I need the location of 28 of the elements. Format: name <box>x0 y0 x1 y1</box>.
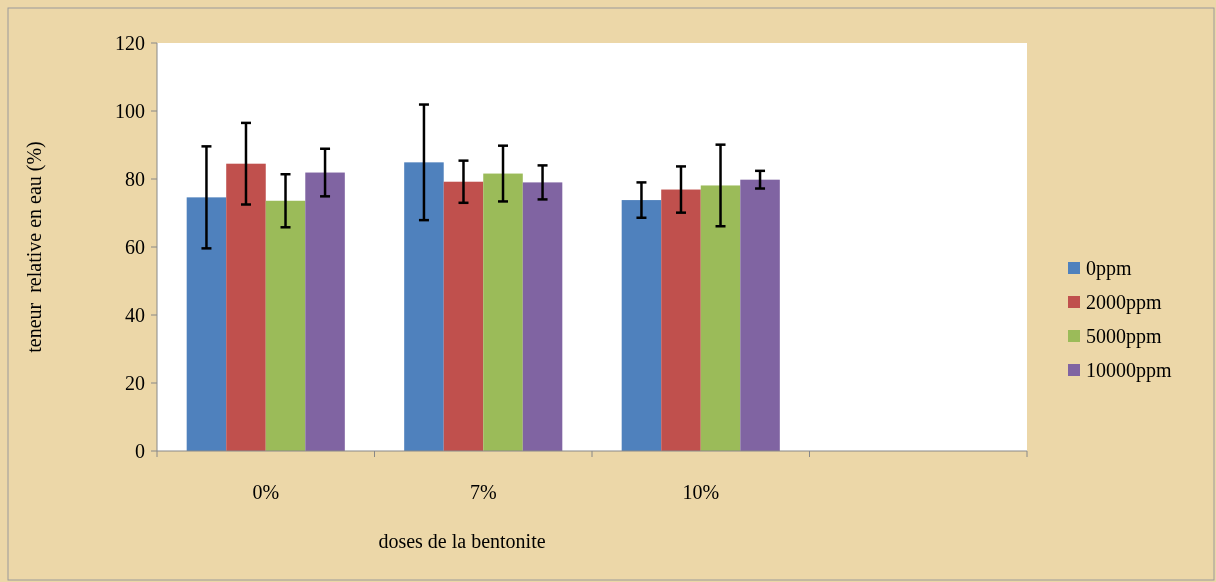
y-axis-title: teneur relative en eau (%) <box>23 141 46 353</box>
x-tick-label: 10% <box>682 481 720 503</box>
y-tick-label: 100 <box>115 100 145 122</box>
y-tick-label: 120 <box>115 32 145 54</box>
legend-label: 2000ppm <box>1086 291 1162 314</box>
bar <box>265 200 306 451</box>
x-tick-label: 0% <box>252 481 280 503</box>
x-axis-title: doses de la bentonite <box>378 530 546 552</box>
y-tick-label: 20 <box>125 372 145 394</box>
legend-label: 0ppm <box>1086 257 1132 280</box>
y-tick-label: 60 <box>125 236 145 258</box>
bar <box>483 173 523 451</box>
x-tick-label: 7% <box>469 481 497 503</box>
legend-label: 5000ppm <box>1086 325 1162 348</box>
bar <box>621 200 662 451</box>
legend-label: 10000ppm <box>1086 359 1172 382</box>
bar <box>226 163 266 451</box>
y-tick-label: 80 <box>125 168 145 190</box>
bar <box>661 189 701 451</box>
y-tick-label: 40 <box>125 304 145 326</box>
bar <box>443 181 484 451</box>
bar <box>740 179 780 451</box>
bar <box>522 182 563 451</box>
bar <box>186 197 227 451</box>
y-tick-label: 0 <box>135 440 145 462</box>
bar <box>305 172 345 451</box>
bar <box>700 185 741 451</box>
bar <box>404 162 444 451</box>
